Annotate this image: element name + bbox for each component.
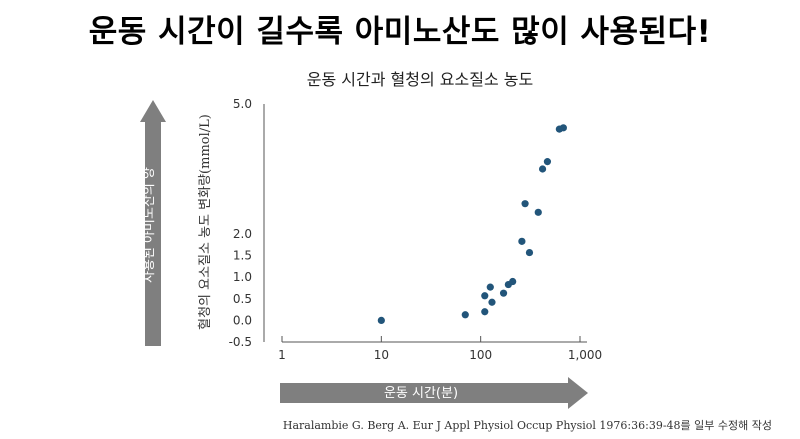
data-point: [481, 308, 489, 316]
y-tick-label: 0.0: [233, 313, 252, 327]
data-point: [518, 237, 526, 245]
citation: Haralambie G. Berg A. Eur J Appl Physiol…: [282, 419, 772, 432]
vertical-arrow-label: 사용된 아미노산의 양: [142, 167, 157, 283]
x-tick-label: 100: [469, 348, 492, 362]
data-point: [499, 289, 508, 297]
data-point: [525, 248, 534, 257]
data-point: [377, 316, 385, 324]
y-tick-label: 0.5: [233, 292, 252, 306]
data-point: [534, 208, 542, 216]
data-point: [461, 311, 469, 319]
vertical-arrow: [140, 100, 166, 346]
data-point: [509, 277, 517, 286]
x-tick-label: 10: [374, 348, 389, 362]
data-point: [543, 158, 552, 166]
x-axis-label: 운동 시간(분): [384, 386, 458, 401]
data-point: [538, 165, 547, 173]
chart-title: 운동 시간과 혈청의 요소질소 농도: [306, 70, 534, 89]
data-point: [521, 200, 529, 208]
y-tick-label: -0.5: [229, 335, 252, 349]
y-tick-label: 5.0: [233, 97, 252, 111]
x-tick-label: 1,000: [568, 348, 602, 362]
data-point: [559, 124, 567, 132]
data-point: [481, 292, 489, 300]
y-axis-label: 혈청의 요소질소 농도 변화량(mmol/L): [198, 114, 213, 330]
y-tick-label: 1.5: [233, 249, 252, 263]
y-tick-label: 1.0: [233, 270, 252, 284]
horizontal-arrow: [280, 377, 588, 409]
data-point: [488, 298, 496, 306]
y-tick-label: 2.0: [233, 227, 252, 241]
x-tick-label: 1: [278, 348, 286, 362]
data-point: [486, 283, 494, 291]
headline: 운동 시간이 길수록 아미노산도 많이 사용된다!: [88, 14, 712, 50]
